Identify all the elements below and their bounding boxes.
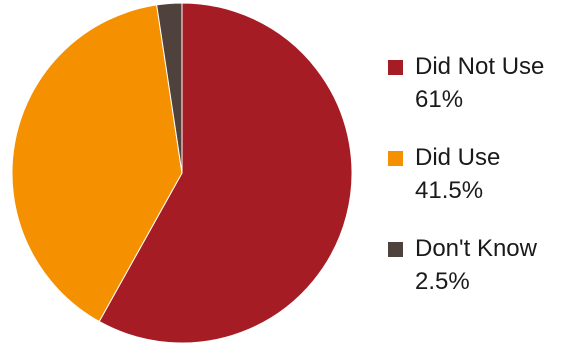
pie-slice-did-use	[11, 4, 183, 323]
legend-swatch-did-use	[388, 151, 403, 166]
legend: Did Not Use 61% Did Use 41.5% Don't Know…	[388, 50, 573, 323]
legend-label-did-use: Did Use	[415, 144, 501, 171]
legend-swatch-did-not-use	[388, 60, 403, 75]
legend-value-did-not-use: 61%	[415, 86, 464, 113]
pie-slice-don-t-know	[156, 2, 183, 174]
legend-value-dont-know: 2.5%	[415, 268, 470, 295]
legend-label-dont-know: Don't Know	[415, 235, 537, 262]
legend-item-did-use: Did Use 41.5%	[388, 141, 573, 204]
legend-value-did-use: 41.5%	[415, 177, 484, 204]
legend-item-dont-know: Don't Know 2.5%	[388, 232, 573, 295]
legend-item-did-not-use: Did Not Use 61%	[388, 50, 573, 113]
legend-swatch-dont-know	[388, 242, 403, 257]
legend-label-did-not-use: Did Not Use	[415, 53, 545, 80]
